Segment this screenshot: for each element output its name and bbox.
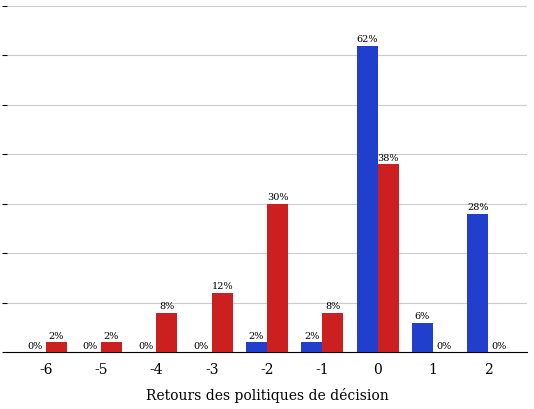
Text: 0%: 0% [83, 341, 98, 350]
Bar [378, 165, 399, 353]
Bar [101, 342, 122, 353]
Text: 0%: 0% [28, 341, 43, 350]
Text: 2%: 2% [249, 331, 264, 340]
X-axis label: Retours des politiques de décision: Retours des politiques de décision [146, 387, 388, 402]
Bar [246, 342, 267, 353]
Bar [412, 323, 433, 353]
Text: 8%: 8% [325, 301, 341, 310]
Text: 2%: 2% [304, 331, 319, 340]
Bar [267, 204, 288, 353]
Bar [156, 313, 177, 353]
Text: 12%: 12% [211, 282, 233, 291]
Text: 28%: 28% [467, 203, 489, 212]
Text: 0%: 0% [436, 341, 451, 350]
Text: 0%: 0% [491, 341, 506, 350]
Text: 30%: 30% [267, 193, 288, 202]
Text: 62%: 62% [356, 35, 378, 44]
Bar [357, 46, 378, 353]
Bar [211, 293, 233, 353]
Text: 2%: 2% [49, 331, 64, 340]
Text: 6%: 6% [415, 311, 430, 320]
Text: 0%: 0% [138, 341, 153, 350]
Bar [46, 342, 67, 353]
Text: 38%: 38% [378, 153, 399, 162]
Bar [301, 342, 323, 353]
Bar [323, 313, 343, 353]
Text: 2%: 2% [104, 331, 119, 340]
Bar [467, 214, 488, 353]
Text: 0%: 0% [193, 341, 209, 350]
Text: 8%: 8% [159, 301, 175, 310]
